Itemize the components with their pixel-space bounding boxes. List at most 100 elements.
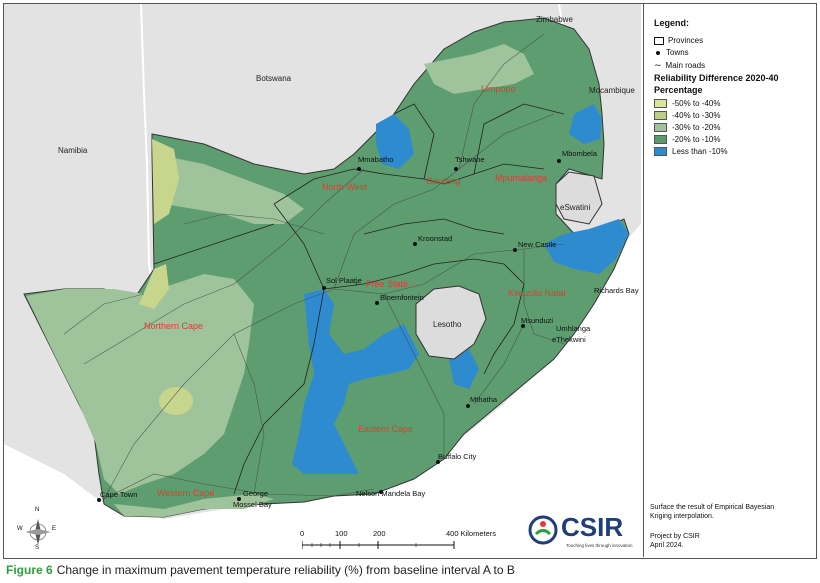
figure-number: Figure 6 bbox=[6, 563, 53, 577]
town-new-castle: New Castle bbox=[518, 240, 557, 249]
town-tshwane: Tshwane bbox=[455, 155, 485, 164]
legend-class-5-label: Less than -10% bbox=[672, 147, 728, 156]
compass-w: W bbox=[17, 526, 23, 532]
province-western-cape: Western Cape bbox=[157, 488, 215, 498]
town-umhlanga: Umhlanga bbox=[556, 324, 591, 333]
eswatini-area bbox=[555, 171, 603, 225]
town-nelson-mandela-bay: Nelson Mandela Bay bbox=[356, 489, 426, 498]
swatch-class-4 bbox=[654, 135, 667, 144]
province-borders bbox=[153, 103, 565, 495]
swatch-class-3 bbox=[654, 123, 667, 132]
town-mossel-bay: Mossel Bay bbox=[233, 500, 272, 509]
swatch-class-5 bbox=[654, 147, 667, 156]
legend-provinces: Provinces bbox=[654, 36, 703, 45]
town-dot bbox=[557, 159, 561, 163]
country-zimbabwe: Zimbabwe bbox=[536, 15, 573, 24]
scale-bar: 0 100 200 400 Kilometers bbox=[300, 529, 496, 549]
scale-tick-0: 0 bbox=[300, 529, 305, 538]
legend-class-1: -50% to -40% bbox=[654, 99, 720, 108]
csir-emblem-icon bbox=[528, 515, 558, 545]
legend-towns-label: Towns bbox=[666, 48, 689, 57]
province-kwazulu-natal: Kwazulu Natal bbox=[508, 288, 566, 298]
town-sol-plaatje: Sol Plaatje bbox=[326, 276, 362, 285]
class-lt10-kzn bbox=[544, 219, 629, 274]
scale-tick-400: 400 Kilometers bbox=[446, 529, 497, 538]
town-dot bbox=[513, 248, 517, 252]
town-dot bbox=[322, 286, 326, 290]
town-dot bbox=[413, 242, 417, 246]
class-30-20-west bbox=[26, 274, 254, 494]
town-dot bbox=[521, 324, 525, 328]
scale-tick-200: 200 bbox=[373, 529, 386, 538]
country-namibia: Namibia bbox=[58, 146, 88, 155]
legend-roads-label: Main roads bbox=[665, 61, 706, 70]
class-40-30-c bbox=[159, 387, 193, 415]
province-northern-cape: Northern Cape bbox=[144, 321, 204, 331]
project-note-line-2: April 2024. bbox=[650, 542, 684, 549]
class-40-30-a bbox=[152, 139, 179, 224]
town-symbol-icon bbox=[656, 50, 660, 55]
legend-class-4: -20% to -10% bbox=[654, 135, 720, 144]
surface-note-line-2: Kriging interpolation. bbox=[650, 513, 714, 520]
surface-note: Surface the result of Empirical Bayesian… bbox=[650, 503, 774, 521]
class-30-20-northwest bbox=[154, 154, 304, 224]
legend-class-1-label: -50% to -40% bbox=[672, 99, 721, 108]
province-gauteng: Gauteng bbox=[426, 176, 461, 186]
legend-class-5: Less than -10% bbox=[654, 147, 728, 156]
province-north-west: North West bbox=[322, 182, 367, 192]
country-eswatini: eSwatini bbox=[560, 203, 591, 212]
scale-line bbox=[302, 541, 455, 549]
town-mmabatho: Mmabatho bbox=[358, 155, 394, 164]
town-mbombela: Mbombela bbox=[562, 149, 598, 158]
province-limpopo: Limpopo bbox=[481, 84, 516, 94]
town-dot bbox=[97, 498, 101, 502]
province-free-state: Free State bbox=[366, 279, 409, 289]
compass-s: S bbox=[35, 545, 40, 551]
legend-title: Legend: bbox=[654, 18, 689, 28]
legend-subtitle-2: Percentage bbox=[654, 85, 703, 95]
csir-tagline: Touching lives through innovation bbox=[566, 543, 633, 548]
map-canvas bbox=[4, 4, 641, 557]
road-symbol-icon: ∼ bbox=[654, 60, 662, 70]
swatch-class-1 bbox=[654, 99, 667, 108]
compass-e: E bbox=[52, 526, 57, 532]
class-lt10-tshwane bbox=[376, 114, 414, 169]
scale-tick-100: 100 bbox=[335, 529, 348, 538]
town-dot bbox=[379, 490, 383, 494]
legend-subtitle-1: Reliability Difference 2020-40 bbox=[654, 73, 779, 83]
country-mocambique: Mocambique bbox=[589, 86, 635, 95]
country-botswana: Botswana bbox=[256, 74, 292, 83]
country-lesotho: Lesotho bbox=[433, 320, 462, 329]
class-30-20-south bbox=[114, 494, 274, 517]
project-note: Project by CSIR April 2024. bbox=[650, 532, 700, 550]
lesotho-area bbox=[415, 285, 487, 360]
figure-caption-text: Change in maximum pavement temperature r… bbox=[56, 563, 515, 577]
town-richards-bay: Richards Bay bbox=[594, 286, 639, 295]
town-ethekwini: eThekwini bbox=[552, 335, 586, 344]
csir-logo: CSIR Touching lives through innovation bbox=[528, 511, 638, 555]
legend-provinces-label: Provinces bbox=[668, 36, 704, 45]
town-dot bbox=[357, 167, 361, 171]
town-dot bbox=[375, 301, 379, 305]
legend-class-3-label: -30% to -20% bbox=[672, 123, 721, 132]
province-mpumalanga: Mpumalanga bbox=[495, 173, 548, 183]
town-dot bbox=[237, 497, 241, 501]
town-dot bbox=[436, 460, 440, 464]
class-40-30-b bbox=[139, 264, 169, 309]
town-kroonstad: Kroonstad bbox=[418, 234, 453, 243]
project-note-line-1: Project by CSIR bbox=[650, 533, 700, 540]
compass-n: N bbox=[35, 507, 40, 513]
town-dot bbox=[454, 167, 458, 171]
town-george: George bbox=[243, 489, 269, 498]
legend-class-2-label: -40% to -30% bbox=[672, 111, 721, 120]
legend-roads: ∼ Main roads bbox=[654, 60, 705, 71]
surface-note-line-1: Surface the result of Empirical Bayesian bbox=[650, 504, 775, 511]
legend-panel: Legend: Provinces Towns ∼ Main roads Rel… bbox=[643, 4, 816, 557]
provinces-symbol-icon bbox=[654, 36, 664, 45]
town-dot bbox=[466, 404, 470, 408]
town-cape-town: Cape Town bbox=[100, 490, 138, 499]
legend-class-4-label: -20% to -10% bbox=[672, 135, 721, 144]
province-eastern-cape: Eastern Cape bbox=[358, 424, 414, 434]
class-lt10-mthatha bbox=[449, 349, 479, 389]
map-panel: Zimbabwe Botswana Namibia Mocambique eSw… bbox=[4, 4, 641, 557]
